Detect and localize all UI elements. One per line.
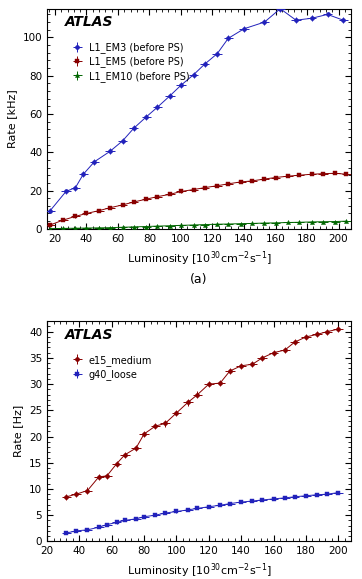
Legend: e15_medium, g40_loose: e15_medium, g40_loose	[70, 355, 152, 380]
X-axis label: Luminosity [10$^{30}$cm$^{-2}$s$^{-1}$]: Luminosity [10$^{30}$cm$^{-2}$s$^{-1}$]	[126, 249, 272, 268]
Y-axis label: Rate [kHz]: Rate [kHz]	[7, 89, 17, 148]
Text: (a): (a)	[190, 273, 208, 286]
Legend: L1_EM3 (before PS), L1_EM5 (before PS), L1_EM10 (before PS): L1_EM3 (before PS), L1_EM5 (before PS), …	[70, 42, 189, 82]
X-axis label: Luminosity [10$^{30}$cm$^{-2}$s$^{-1}$]: Luminosity [10$^{30}$cm$^{-2}$s$^{-1}$]	[126, 562, 272, 579]
Text: ATLAS: ATLAS	[65, 15, 114, 30]
Y-axis label: Rate [Hz]: Rate [Hz]	[13, 405, 24, 457]
Text: ATLAS: ATLAS	[65, 328, 114, 342]
